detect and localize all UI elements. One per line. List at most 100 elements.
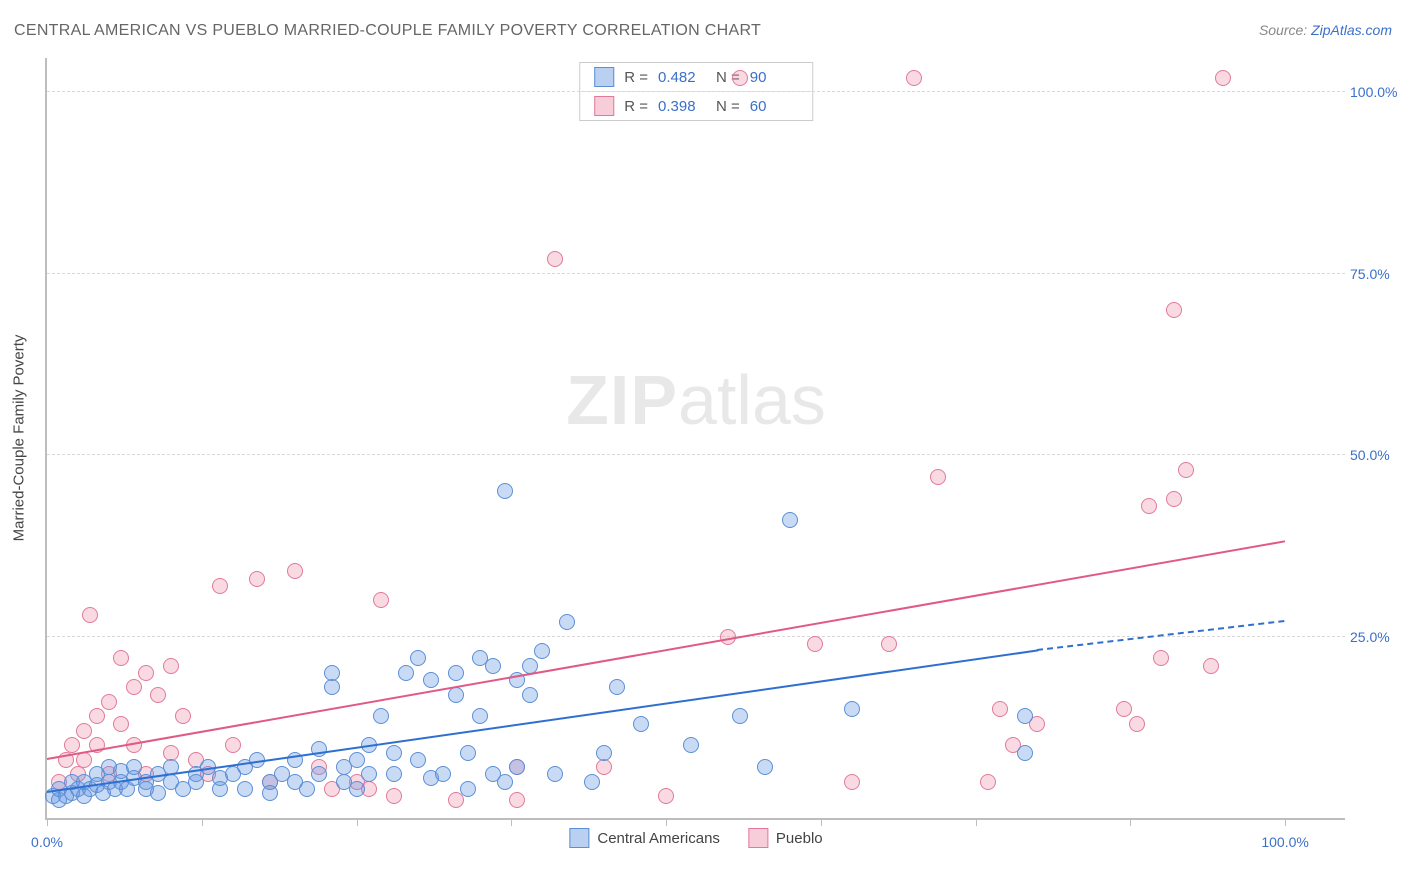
- data-point: [76, 723, 92, 739]
- data-point: [89, 708, 105, 724]
- data-point: [82, 607, 98, 623]
- source-label: Source:: [1259, 22, 1307, 38]
- watermark-zip: ZIP: [566, 360, 678, 440]
- data-point: [126, 679, 142, 695]
- data-point: [497, 774, 513, 790]
- x-tick: [47, 818, 48, 826]
- data-point: [1166, 302, 1182, 318]
- data-point: [262, 785, 278, 801]
- data-point: [410, 752, 426, 768]
- trend-line: [47, 540, 1285, 760]
- data-point: [386, 788, 402, 804]
- legend-item-pueblo: Pueblo: [748, 828, 823, 848]
- x-tick-label: 100.0%: [1261, 834, 1308, 850]
- source-link[interactable]: ZipAtlas.com: [1311, 22, 1392, 38]
- data-point: [547, 766, 563, 782]
- x-tick: [821, 818, 822, 826]
- n-value-blue: 90: [750, 69, 798, 86]
- legend-swatch-pink: [594, 96, 614, 116]
- data-point: [249, 571, 265, 587]
- data-point: [299, 781, 315, 797]
- data-point: [1141, 498, 1157, 514]
- data-point: [881, 636, 897, 652]
- legend-label: Central Americans: [597, 830, 720, 847]
- x-tick: [666, 818, 667, 826]
- source-attribution: Source: ZipAtlas.com: [1259, 22, 1392, 38]
- data-point: [509, 792, 525, 808]
- watermark-atlas: atlas: [678, 360, 826, 440]
- r-value-blue: 0.482: [658, 69, 706, 86]
- data-point: [547, 251, 563, 267]
- data-point: [398, 665, 414, 681]
- data-point: [448, 665, 464, 681]
- data-point: [460, 781, 476, 797]
- data-point: [683, 737, 699, 753]
- data-point: [509, 759, 525, 775]
- gridline: [47, 454, 1345, 455]
- data-point: [349, 781, 365, 797]
- data-point: [1017, 708, 1033, 724]
- legend-item-central-americans: Central Americans: [569, 828, 720, 848]
- x-tick: [1285, 818, 1286, 826]
- y-tick-label: 100.0%: [1350, 84, 1400, 100]
- data-point: [324, 679, 340, 695]
- r-label: R =: [624, 98, 648, 115]
- data-point: [807, 636, 823, 652]
- data-point: [311, 766, 327, 782]
- legend-swatch-blue: [569, 828, 589, 848]
- data-point: [349, 752, 365, 768]
- data-point: [497, 483, 513, 499]
- data-point: [1129, 716, 1145, 732]
- n-label: N =: [716, 98, 740, 115]
- correlation-legend-row: R = 0.482 N = 90: [580, 63, 812, 92]
- y-axis-label: Married-Couple Family Poverty: [11, 335, 28, 542]
- data-point: [1215, 70, 1231, 86]
- data-point: [361, 766, 377, 782]
- series-legend: Central Americans Pueblo: [569, 828, 822, 848]
- x-tick: [976, 818, 977, 826]
- y-tick-label: 50.0%: [1350, 447, 1400, 463]
- gridline: [47, 273, 1345, 274]
- data-point: [1203, 658, 1219, 674]
- r-value-pink: 0.398: [658, 98, 706, 115]
- data-point: [633, 716, 649, 732]
- data-point: [188, 774, 204, 790]
- data-point: [138, 665, 154, 681]
- legend-label: Pueblo: [776, 830, 823, 847]
- data-point: [410, 650, 426, 666]
- data-point: [386, 745, 402, 761]
- gridline: [47, 91, 1345, 92]
- data-point: [113, 716, 129, 732]
- x-tick: [202, 818, 203, 826]
- x-tick: [357, 818, 358, 826]
- data-point: [101, 694, 117, 710]
- data-point: [373, 592, 389, 608]
- data-point: [225, 737, 241, 753]
- data-point: [930, 469, 946, 485]
- data-point: [584, 774, 600, 790]
- data-point: [150, 687, 166, 703]
- data-point: [113, 650, 129, 666]
- data-point: [906, 70, 922, 86]
- data-point: [435, 766, 451, 782]
- data-point: [175, 708, 191, 724]
- data-point: [64, 737, 80, 753]
- y-tick-label: 25.0%: [1350, 629, 1400, 645]
- data-point: [844, 701, 860, 717]
- data-point: [237, 781, 253, 797]
- data-point: [980, 774, 996, 790]
- data-point: [732, 708, 748, 724]
- data-point: [324, 665, 340, 681]
- data-point: [1166, 491, 1182, 507]
- n-value-pink: 60: [750, 98, 798, 115]
- watermark-logo: ZIPatlas: [566, 360, 826, 440]
- data-point: [596, 759, 612, 775]
- legend-swatch-pink: [748, 828, 768, 848]
- data-point: [485, 658, 501, 674]
- data-point: [423, 672, 439, 688]
- data-point: [212, 578, 228, 594]
- data-point: [658, 788, 674, 804]
- data-point: [522, 687, 538, 703]
- data-point: [534, 643, 550, 659]
- data-point: [782, 512, 798, 528]
